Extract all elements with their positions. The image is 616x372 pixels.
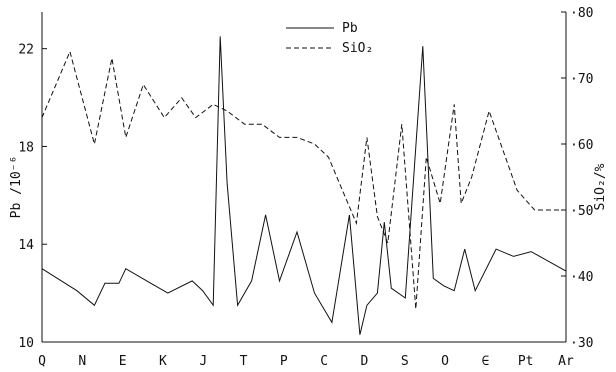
right-tick-label: ·60	[570, 138, 593, 153]
series-line-pb	[41, 36, 567, 335]
right-tick-label: ·70	[570, 72, 593, 87]
x-tick-label: T	[240, 354, 248, 369]
series-line-sio2	[41, 50, 566, 310]
left-tick-label: 18	[18, 140, 34, 155]
right-tick-label: ·30	[570, 336, 593, 351]
right-tick-label: ·40	[570, 270, 593, 285]
labels: 10 14 18 22 ·30 ·40 ·50 ·60 ·70 ·80 Q N E K J T P C D S O ∈ Pt…	[9, 6, 608, 369]
x-tick-label: Pt	[518, 354, 534, 369]
x-tick-label: Q	[38, 354, 46, 369]
x-tick-label: S	[401, 354, 409, 369]
x-tick-label: Ar	[558, 354, 574, 369]
x-tick-label: E	[119, 354, 127, 369]
x-tick-label: O	[441, 354, 449, 369]
right-axis-title: SiO₂/%	[593, 163, 608, 210]
right-tick-label: ·80	[570, 6, 593, 21]
legend: Pb SiO₂	[286, 21, 373, 56]
x-tick-label: P	[280, 354, 288, 369]
legend-label-pb: Pb	[342, 21, 358, 36]
legend-label-sio2: SiO₂	[342, 41, 373, 56]
x-tick-label: C	[320, 354, 328, 369]
right-tick-label: ·50	[570, 204, 593, 219]
axes	[41, 11, 567, 343]
x-tick-label: N	[78, 354, 86, 369]
left-tick-label: 22	[18, 43, 34, 58]
x-tick-label: J	[199, 354, 207, 369]
x-tick-label: ∈	[481, 354, 489, 369]
x-tick-label: K	[159, 354, 167, 369]
x-tick-label: D	[361, 354, 369, 369]
left-tick-label: 14	[18, 238, 34, 253]
series-layer	[41, 36, 567, 335]
left-tick-label: 10	[18, 336, 34, 351]
left-axis-title: Pb /10⁻⁶	[9, 156, 24, 219]
